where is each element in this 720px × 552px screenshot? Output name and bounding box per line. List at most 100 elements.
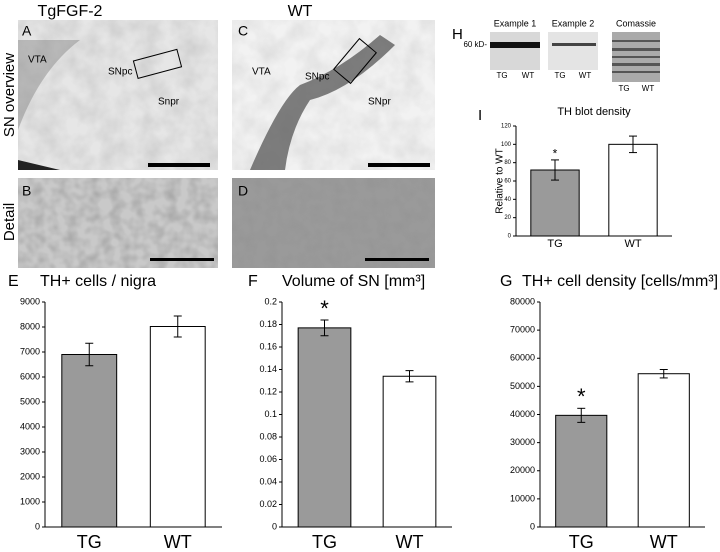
lane-label: TG (618, 84, 629, 93)
y-tick-label: 80000 (510, 296, 535, 306)
chart-title: TH blot density (557, 106, 631, 118)
chart-title: TH+ cell density [cells/mm³] (522, 273, 718, 290)
bar (297, 327, 352, 528)
column-header: TgFGF-2 (38, 3, 103, 20)
y-tick-label: 8000 (20, 321, 40, 331)
blot-title: Example 2 (552, 18, 595, 28)
y-tick-label: 6000 (20, 371, 40, 381)
lane-label: TG (554, 71, 565, 80)
y-tick-label: 100 (501, 142, 512, 148)
lane-label: TG (496, 71, 507, 80)
micrograph-c (232, 20, 435, 170)
lane-label: WT (642, 84, 655, 93)
y-tick-label: 0.16 (259, 341, 277, 351)
lane-label: WT (579, 71, 592, 80)
error-bar (320, 319, 329, 337)
panel-label: E (8, 273, 19, 290)
y-tick-label: 120 (501, 124, 512, 130)
x-tick-label: WT (650, 532, 678, 552)
y-tick-label: 5000 (20, 396, 40, 406)
panel-label: C (238, 23, 248, 39)
y-tick-label: 40000 (510, 409, 535, 419)
y-tick-label: 2000 (20, 471, 40, 481)
x-tick-label: TG (77, 532, 102, 552)
image-label: SNpc (108, 67, 132, 78)
image-label: Snpr (158, 97, 180, 108)
y-tick-label: 9000 (20, 296, 40, 306)
column-header: WT (288, 3, 313, 20)
x-tick-label: WT (624, 238, 641, 250)
y-tick-label: 80 (504, 160, 511, 166)
micrograph-d (232, 178, 435, 268)
x-tick-label: WT (164, 532, 192, 552)
y-tick-label: 30000 (510, 437, 535, 447)
y-tick-label: 70000 (510, 325, 535, 335)
x-tick-label: TG (569, 532, 594, 552)
y-tick-label: 40 (504, 197, 511, 203)
y-tick-label: 7000 (20, 346, 40, 356)
bar (530, 169, 580, 237)
bar (149, 326, 206, 528)
error-bar (577, 407, 586, 423)
annotation: * (577, 384, 586, 409)
error-bar (629, 135, 637, 154)
image-label: VTA (28, 55, 47, 66)
y-axis-label: Relative to WT (495, 148, 506, 214)
y-tick-label: 0.02 (259, 499, 277, 509)
panel-label: I (478, 107, 482, 124)
error-bar (173, 315, 182, 338)
lane-label: WT (522, 71, 535, 80)
y-tick-label: 0 (530, 521, 535, 531)
panel-label: B (22, 183, 31, 199)
y-tick-label: 20 (504, 215, 511, 221)
error-bar (551, 159, 559, 181)
y-tick-label: 0.18 (259, 319, 277, 329)
bar (61, 354, 118, 528)
row-header: SN overview (1, 53, 18, 137)
bar (637, 373, 690, 528)
error-bar (85, 342, 94, 367)
y-tick-label: 20000 (510, 465, 535, 475)
row-header: Detail (1, 203, 18, 241)
image-label: SNpr (368, 97, 391, 108)
y-tick-label: 60000 (510, 353, 535, 363)
panel-label: G (500, 273, 512, 290)
x-tick-label: TG (312, 532, 337, 552)
y-tick-label: 0.04 (259, 476, 277, 486)
blot-title: Example 1 (494, 18, 537, 28)
y-tick-label: 0 (508, 234, 512, 240)
annotation: * (553, 147, 558, 161)
chart-title: Volume of SN [mm³] (282, 273, 425, 290)
y-tick-label: 4000 (20, 421, 40, 431)
bar (608, 143, 658, 237)
image-label: VTA (252, 67, 271, 78)
y-tick-label: 0.14 (259, 364, 277, 374)
blot-title: Comassie (616, 18, 656, 28)
micrograph-b (18, 178, 218, 268)
y-tick-label: 0.1 (264, 409, 277, 419)
annotation: * (320, 296, 329, 321)
micrograph-a (18, 20, 218, 170)
blot-images (490, 32, 660, 82)
bar (382, 375, 437, 528)
x-tick-label: TG (547, 238, 562, 250)
y-tick-label: 60 (504, 179, 511, 185)
blot-marker: 60 kD- (463, 40, 487, 49)
bar (555, 414, 608, 528)
panel-label: A (22, 23, 32, 39)
panel-label: H (452, 26, 463, 43)
image-label: SNpc (305, 72, 329, 83)
x-tick-label: WT (396, 532, 424, 552)
error-bar (659, 369, 668, 379)
y-tick-label: 0 (272, 521, 277, 531)
error-bar (405, 370, 414, 383)
y-tick-label: 1000 (20, 496, 40, 506)
y-tick-label: 50000 (510, 381, 535, 391)
y-tick-label: 3000 (20, 446, 40, 456)
y-tick-label: 0 (35, 521, 40, 531)
chart-title: TH+ cells / nigra (40, 273, 156, 290)
y-tick-label: 0.12 (259, 386, 277, 396)
y-tick-label: 0.06 (259, 454, 277, 464)
